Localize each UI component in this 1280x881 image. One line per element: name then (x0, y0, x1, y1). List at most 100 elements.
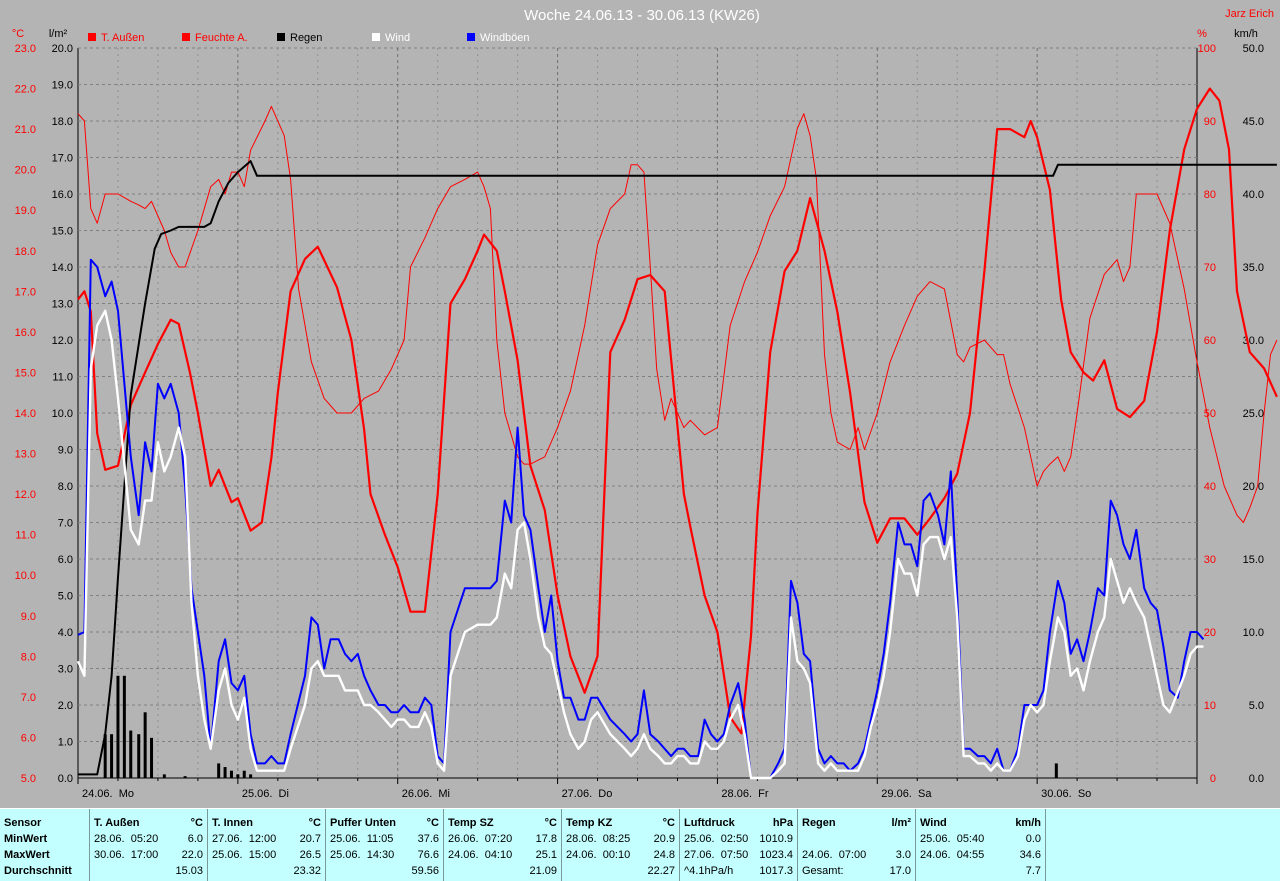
rain-bar (162, 774, 166, 778)
wind-tick-label: 5.0 (1249, 700, 1264, 712)
stats-cell-time: 24.06. 04:55 (920, 849, 985, 861)
rain-bar (137, 734, 141, 778)
wind-unit-label: km/h (1234, 28, 1258, 40)
wind-tick-label: 20.0 (1243, 481, 1264, 493)
temp-tick-label: 8.0 (21, 651, 36, 663)
rain-tick-label: 5.0 (58, 591, 73, 603)
temp-tick-label: 15.0 (15, 367, 36, 379)
stats-cell-time (330, 863, 411, 879)
temp-tick-label: 11.0 (15, 530, 36, 542)
stats-column-unit: °C (190, 817, 203, 829)
stats-cell-value: 1017.3 (759, 865, 793, 877)
stats-column: Luftdruck hPa 25.06. 02:50 1010.9 27.06. 07:… (680, 809, 798, 881)
rain-tick-label: 17.0 (52, 153, 73, 165)
stats-column: Temp SZ °C 26.06. 07:20 17.8 24.06. 04:10 25.… (444, 809, 562, 881)
stats-column-unit: °C (308, 817, 321, 829)
day-label: 25.06. Di (242, 788, 289, 800)
stats-cell-value: 26.5 (299, 849, 321, 861)
temp-tick-label: 16.0 (15, 327, 36, 339)
series-line-windböen (77, 258, 1205, 779)
humidity-tick-label: 100 (1198, 43, 1216, 55)
rain-bar (217, 763, 221, 778)
temp-tick-label: 19.0 (15, 205, 36, 217)
rain-tick-label: 1.0 (58, 737, 73, 749)
rain-tick-label: 9.0 (58, 445, 73, 457)
series-line-regen (78, 160, 1277, 776)
weather-chart: Woche 24.06.13 - 30.06.13 (KW26) Jarz Er… (0, 0, 1280, 808)
wind-tick-label: 40.0 (1243, 189, 1264, 201)
temp-tick-label: 5.0 (21, 773, 36, 785)
stats-cell-time: 24.06. 04:10 (448, 849, 513, 861)
rain-bar (122, 675, 126, 778)
stats-label-max: MaxWert (4, 849, 50, 861)
stats-column: T. Außen °C 28.06. 05:20 6.0 30.06. 17:00 22.… (90, 809, 208, 881)
stats-cell-time: 27.06. 07:50 (684, 849, 749, 861)
rain-bar (110, 734, 114, 778)
humidity-tick-label: 50 (1204, 408, 1216, 420)
temp-tick-label: 23.0 (15, 43, 36, 55)
rain-bar (183, 776, 187, 778)
temp-tick-label: 6.0 (21, 732, 36, 744)
stats-cell-time: 24.06. 07:00 (802, 849, 867, 861)
stats-cell-time (94, 863, 175, 879)
temp-tick-label: 9.0 (21, 611, 36, 623)
author-label: Jarz Erich (1225, 8, 1274, 20)
rain-tick-label: 3.0 (58, 664, 73, 676)
stats-cell-time (802, 831, 911, 847)
rain-bar (242, 770, 246, 778)
statistics-panel: Sensor MinWert MaxWert Durchschnitt T. A… (0, 808, 1280, 881)
temp-tick-label: 21.0 (15, 124, 36, 136)
legend-swatch (277, 33, 285, 41)
stats-cell-value: 22.0 (181, 849, 203, 861)
rain-bar (236, 774, 240, 778)
stats-cell-value: 21.09 (529, 865, 557, 877)
rain-tick-label: 2.0 (58, 700, 73, 712)
stats-cell-value: 6.0 (187, 833, 203, 845)
legend-label: Windböen (480, 32, 530, 44)
rain-bar (150, 737, 154, 778)
stats-column-name: Temp KZ (566, 817, 613, 829)
rain-tick-label: 10.0 (52, 408, 73, 420)
rain-unit-label: l/m² (49, 28, 68, 40)
rain-tick-label: 8.0 (58, 481, 73, 493)
rain-tick-label: 6.0 (58, 554, 73, 566)
stats-cell-value: 20.7 (299, 833, 321, 845)
rain-bar (129, 730, 133, 778)
stats-cell-value: 17.0 (889, 865, 911, 877)
rain-bar (116, 675, 120, 778)
stats-label-min: MinWert (4, 833, 48, 845)
humidity-tick-label: 30 (1204, 554, 1216, 566)
humidity-tick-label: 60 (1204, 335, 1216, 347)
stats-cell-time: 30.06. 17:00 (94, 849, 159, 861)
stats-column: T. Innen °C 27.06. 12:00 20.7 25.06. 15:00 26… (208, 809, 326, 881)
stats-column-name: Wind (920, 817, 947, 829)
stats-cell-value: 17.8 (535, 833, 557, 845)
stats-label-sensor: Sensor (4, 817, 42, 829)
wind-tick-label: 10.0 (1243, 627, 1264, 639)
stats-cell-time: 25.06. 02:50 (684, 833, 749, 845)
stats-cell-value: 34.6 (1019, 849, 1041, 861)
stats-cell-value: 0.0 (1025, 833, 1041, 845)
series-line-wind (76, 309, 1204, 780)
stats-cell-value: 15.03 (175, 865, 203, 877)
stats-cell-value: 1023.4 (759, 849, 793, 861)
rain-tick-label: 16.0 (52, 189, 73, 201)
rain-bar (1054, 763, 1058, 778)
legend-label: Feuchte A. (195, 32, 248, 44)
rain-tick-label: 0.0 (58, 773, 73, 785)
stats-cell-time: 24.06. 00:10 (566, 849, 631, 861)
rain-tick-label: 14.0 (52, 262, 73, 274)
stats-column: Puffer Unten °C 25.06. 11:05 37.6 25.06. 14:… (326, 809, 444, 881)
day-label: 27.06. Do (562, 788, 613, 800)
stats-column: Wind km/h 25.06. 05:40 0.0 24.06. 04:55 34.6 7… (916, 809, 1046, 881)
stats-label-avg: Durchschnitt (4, 865, 72, 877)
legend-swatch (372, 33, 380, 41)
rain-bar (229, 770, 233, 778)
stats-column: Temp KZ °C 28.06. 08:25 20.9 24.06. 00:10 24.… (562, 809, 680, 881)
stats-column-name: Temp SZ (448, 817, 494, 829)
legend-label: Wind (385, 32, 410, 44)
chart-background (0, 0, 1280, 808)
stats-column-name: Puffer Unten (330, 817, 396, 829)
stats-cell-value: 23.32 (293, 865, 321, 877)
temp-tick-label: 7.0 (21, 692, 36, 704)
